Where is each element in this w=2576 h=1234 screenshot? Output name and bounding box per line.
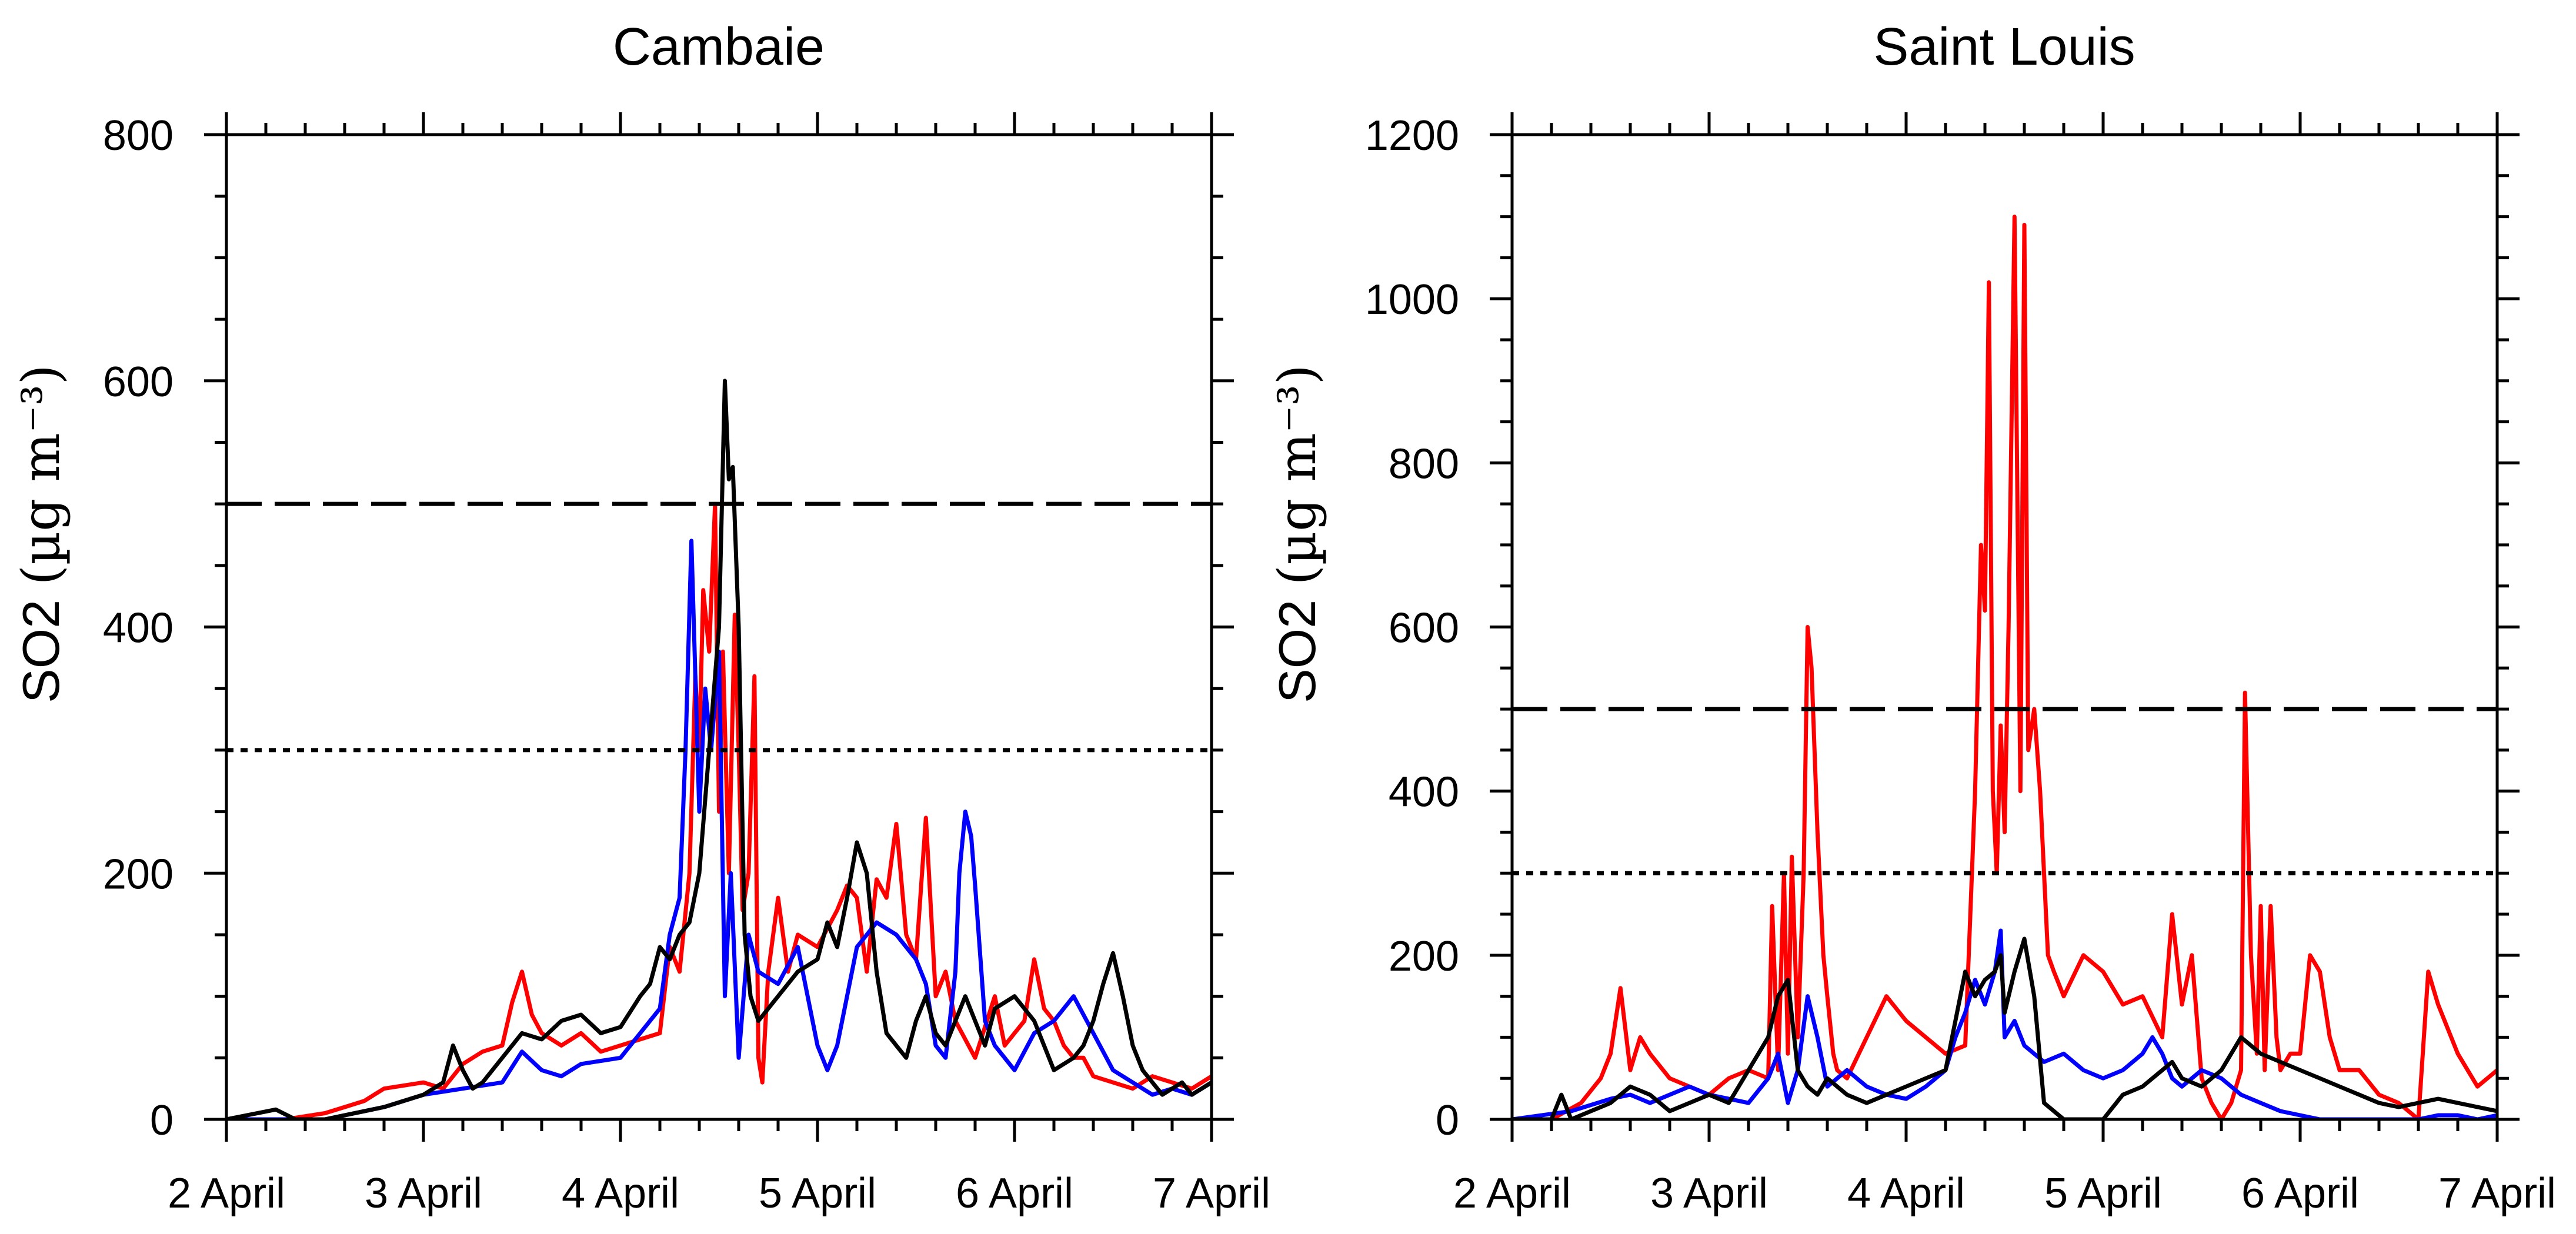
x-tick-label: 7 April — [1153, 1170, 1270, 1217]
y-tick-label: 800 — [103, 112, 173, 159]
series-group — [1512, 215, 2497, 1119]
series-line-black — [226, 379, 1212, 1119]
y-tick-label: 400 — [1389, 769, 1459, 816]
x-tick-label: 3 April — [1650, 1170, 1768, 1217]
x-tick-label: 5 April — [2044, 1170, 2162, 1217]
x-tick-label: 5 April — [759, 1170, 876, 1217]
plot-area: 0 200 400 600 800 2 April 3 April 4 April 5 Apri… — [103, 112, 1270, 1217]
y-tick-label: 200 — [1389, 933, 1459, 980]
chart-title: Cambaie — [613, 18, 825, 76]
chart-title: Saint Louis — [1873, 18, 2135, 76]
chart-saint-louis: Saint Louis SO2 (µg m⁻³) 0 200 400 600 800 10… — [1267, 18, 2556, 1217]
x-tick-label: 2 April — [168, 1170, 285, 1217]
y-axis-label: SO2 (µg m⁻³) — [11, 364, 71, 703]
x-tick-label: 2 April — [1453, 1170, 1571, 1217]
chart-cambaie: Cambaie SO2 (µg m⁻³) 0 200 400 600 800 2 Apri… — [11, 18, 1270, 1217]
y-axis-label-main: SO2 — [12, 600, 70, 703]
y-axis-label: SO2 (µg m⁻³) — [1267, 364, 1327, 703]
y-axis-label-main: SO2 — [1268, 600, 1326, 703]
y-axis-label-units: (µg m⁻³) — [1267, 364, 1327, 585]
x-tick-label: 6 April — [2241, 1170, 2359, 1217]
y-tick-label: 1200 — [1365, 112, 1459, 159]
series-line-black — [1512, 937, 2497, 1119]
y-tick-label: 800 — [1389, 440, 1459, 487]
plot-frame — [1510, 133, 2499, 1121]
y-tick-label: 0 — [150, 1097, 173, 1144]
y-tick-label: 200 — [103, 851, 173, 898]
y-tick-label: 0 — [1436, 1097, 1459, 1144]
x-tick-label: 4 April — [1847, 1170, 1965, 1217]
y-tick-label: 600 — [1389, 605, 1459, 652]
x-tick-label: 4 April — [562, 1170, 679, 1217]
x-tick-label: 6 April — [956, 1170, 1073, 1217]
y-tick-label: 600 — [103, 359, 173, 406]
x-tick-label: 3 April — [365, 1170, 482, 1217]
x-tick-label: 7 April — [2438, 1170, 2556, 1217]
y-tick-label: 400 — [103, 605, 173, 652]
y-axis-label-units: (µg m⁻³) — [11, 364, 71, 585]
series-line-red — [226, 501, 1212, 1119]
plot-area: 0 200 400 600 800 1000 1200 2 April 3 April 4 Apr… — [1365, 112, 2556, 1217]
series-line-red — [1512, 215, 2497, 1119]
series-line-blue — [226, 539, 1212, 1119]
y-tick-label: 1000 — [1365, 276, 1459, 323]
series-group — [226, 379, 1212, 1119]
